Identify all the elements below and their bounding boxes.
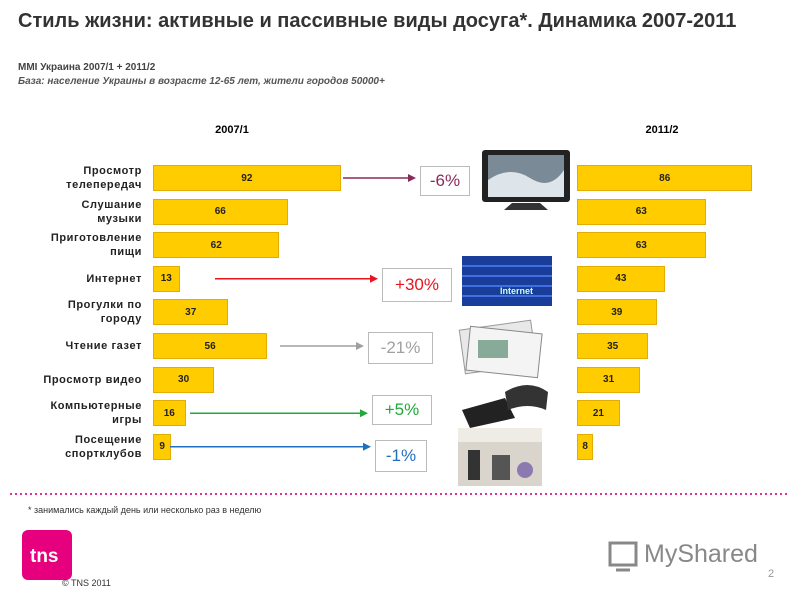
category-label: Просмотр телепередач — [66, 165, 142, 191]
value-label: 63 — [635, 239, 647, 251]
keyboard-icon: Internet — [462, 256, 552, 306]
bar: 66 — [153, 198, 288, 225]
bar: 63 — [577, 232, 706, 259]
value-label: 43 — [615, 273, 627, 285]
value-label: 16 — [163, 407, 175, 419]
console-icon — [462, 385, 548, 428]
change-label: -6% — [420, 166, 470, 196]
value-label: 30 — [178, 374, 190, 386]
arrow-head — [408, 174, 416, 182]
change-label: -1% — [375, 440, 427, 472]
value-label: 63 — [635, 206, 647, 218]
value-label: 35 — [607, 340, 619, 352]
value-label: 66 — [214, 206, 226, 218]
bar: 13 — [153, 265, 180, 292]
value-label: 39 — [611, 306, 623, 318]
bar: 63 — [577, 198, 706, 225]
bar: 92 — [153, 165, 341, 191]
title: Стиль жизни: активные и пассивные виды д… — [18, 10, 737, 32]
category-label: Слушание музыки — [81, 198, 142, 225]
logo-box — [22, 530, 72, 580]
category-label: Приготовление пищи — [50, 232, 142, 259]
change-label: -21% — [368, 332, 433, 364]
value-label: 37 — [185, 306, 197, 318]
change-label: +5% — [372, 395, 432, 425]
svg-text:Internet: Internet — [500, 286, 533, 296]
change-label: +30% — [382, 268, 452, 302]
bar: 30 — [153, 366, 215, 393]
chart-title: 2007/1 — [215, 124, 249, 136]
bar: 56 — [153, 333, 268, 359]
category-label: Просмотр видео — [43, 373, 142, 386]
category-label: Посещение спортклубов — [65, 433, 142, 460]
value-label: 9 — [159, 441, 165, 453]
footnote: * занимались каждый день или несколько р… — [28, 505, 262, 515]
category-label: Интернет — [86, 272, 142, 285]
value-label: 13 — [160, 273, 172, 285]
subtitle: MMI Украина 2007/1 + 2011/2 — [18, 62, 156, 73]
category-label: Прогулки по городу — [67, 299, 142, 326]
bar: 39 — [577, 299, 657, 326]
watermark: MyShared — [644, 540, 758, 568]
arrow-head — [356, 342, 364, 350]
base-note: База: население Украины в возрасте 12-65… — [18, 76, 385, 87]
arrow-head — [363, 442, 371, 451]
value-label: 31 — [603, 374, 615, 386]
value-label: 8 — [582, 441, 588, 453]
bar: 35 — [577, 333, 649, 359]
value-label: 62 — [210, 239, 222, 251]
bar: 43 — [577, 265, 665, 292]
value-label: 56 — [204, 340, 216, 352]
bar: 37 — [153, 299, 229, 326]
bar: 16 — [153, 400, 186, 427]
tv-icon — [482, 150, 570, 210]
arrow-head — [370, 274, 378, 283]
category-label: Чтение газет — [65, 340, 142, 352]
bar: 21 — [577, 400, 620, 427]
category-label: Компьютерные игры — [50, 400, 142, 427]
newspaper-icon — [458, 319, 543, 379]
value-label: 21 — [592, 407, 604, 419]
bar: 62 — [153, 232, 280, 259]
chart-title: 2011/2 — [645, 124, 679, 136]
value-label: 86 — [659, 172, 671, 184]
watermark-icon — [608, 541, 638, 572]
gym-icon — [458, 428, 542, 486]
arrow-head — [360, 409, 368, 418]
copyright: © TNS 2011 — [62, 578, 111, 588]
value-label: 92 — [241, 172, 253, 184]
bar: 31 — [577, 366, 641, 393]
bar: 8 — [577, 433, 594, 460]
logo: tns — [30, 546, 59, 567]
page-number: 2 — [768, 568, 775, 580]
bar: 86 — [577, 165, 753, 191]
